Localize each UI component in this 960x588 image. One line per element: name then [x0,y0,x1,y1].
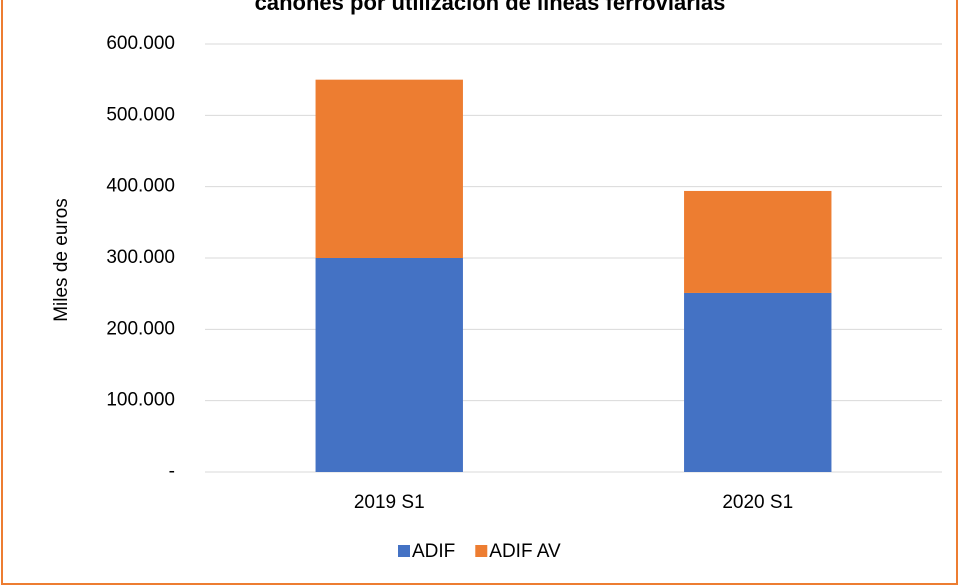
y-tick-label: 500.000 [106,104,175,125]
bar-segment [684,190,832,293]
legend-label: ADIF AV [489,541,561,562]
legend-swatch [475,545,488,557]
chart-title: cánones por utilización de líneas ferrov… [255,0,726,15]
bar-segment [684,292,832,472]
y-tick-label: 600.000 [106,33,175,54]
legend-label: ADIF [412,541,455,562]
bar-segment [315,79,463,259]
y-tick-label: 400.000 [106,176,175,197]
y-tick-label: - [169,461,175,482]
y-axis-label: Miles de euros [51,198,72,322]
y-tick-label: 100.000 [106,390,175,411]
bar-segment [315,258,463,472]
x-tick-label: 2020 S1 [722,492,793,513]
y-tick-label: 200.000 [106,318,175,339]
x-tick-label: 2019 S1 [354,492,425,513]
y-tick-label: 300.000 [106,247,175,268]
legend-swatch [398,545,410,557]
